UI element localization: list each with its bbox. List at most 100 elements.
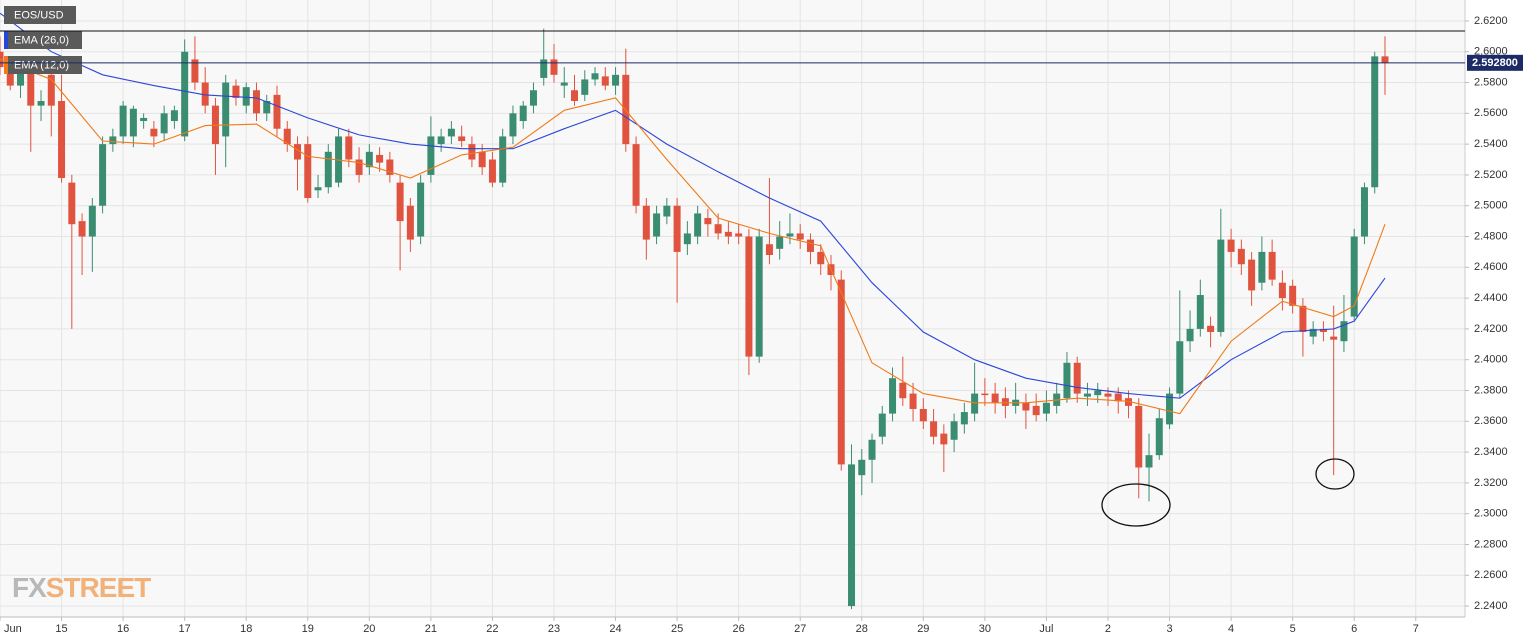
candle-body: [181, 51, 189, 137]
x-tick-label: 19: [302, 623, 314, 635]
candle-body: [273, 94, 281, 129]
candle-body: [868, 439, 876, 460]
x-tick-label: 21: [425, 623, 437, 635]
candle-body: [735, 233, 743, 237]
x-tick-label: 6: [1351, 623, 1357, 635]
candle-body: [499, 136, 507, 183]
candle-body: [1237, 248, 1245, 265]
candle-body: [950, 421, 958, 440]
x-tick-label: 29: [917, 623, 929, 635]
candle-body: [1125, 398, 1133, 406]
y-tick-label: 2.3400: [1474, 446, 1508, 458]
x-tick-label: 18: [240, 623, 252, 635]
candle-body: [1094, 390, 1102, 396]
candle-body: [1001, 398, 1009, 406]
x-tick-label: 4: [1228, 623, 1234, 635]
candle-body: [601, 76, 609, 86]
candle-body: [1176, 341, 1184, 394]
candle-body: [27, 70, 35, 106]
candle-body: [663, 205, 671, 217]
y-tick-label: 2.5800: [1474, 76, 1508, 88]
y-tick-label: 2.5400: [1474, 138, 1508, 150]
candle-body: [909, 393, 917, 409]
candle-body: [406, 205, 414, 240]
candle-body: [848, 464, 856, 607]
candle-body: [478, 151, 486, 168]
candle-body: [17, 70, 25, 86]
candle-body: [930, 421, 938, 437]
grid: [0, 0, 1465, 617]
candle-body: [1360, 187, 1368, 237]
candle-body: [1145, 455, 1153, 468]
candle-body: [1063, 362, 1071, 399]
candle-body: [560, 82, 568, 86]
candle-body: [335, 136, 343, 183]
x-tick-label: 24: [609, 623, 621, 635]
candle-body: [858, 459, 866, 476]
candle-body: [1166, 393, 1174, 425]
candle-body: [745, 236, 753, 357]
legend-swatch: [4, 56, 8, 74]
candle-body: [232, 85, 240, 98]
candle-body: [786, 233, 794, 237]
candle-body: [170, 110, 178, 122]
candle-body: [1340, 321, 1348, 342]
candle-body: [6, 67, 14, 86]
candle-body: [1381, 56, 1389, 63]
candle-body: [1032, 405, 1040, 416]
candle-body: [37, 101, 45, 106]
candle-body: [1258, 251, 1266, 283]
candle-body: [714, 224, 722, 234]
legend-entry: EMA (26,0): [14, 34, 69, 46]
candle-body: [427, 136, 435, 175]
candle-body: [191, 59, 199, 83]
y-tick-label: 2.3200: [1474, 477, 1508, 489]
candle-body: [1350, 236, 1358, 317]
y-tick-label: 2.6000: [1474, 46, 1508, 58]
y-tick-label: 2.2800: [1474, 538, 1508, 550]
x-tick-label: 5: [1290, 623, 1296, 635]
candle-body: [1196, 295, 1204, 329]
candle-body: [981, 393, 989, 396]
candle-body: [755, 236, 763, 357]
candle-body: [314, 187, 322, 191]
candle-body: [889, 378, 897, 414]
candle-body: [1022, 402, 1030, 411]
y-tick-label: 2.2600: [1474, 569, 1508, 581]
candle-body: [68, 182, 76, 225]
y-tick-label: 2.3000: [1474, 508, 1508, 520]
candle-body: [140, 117, 148, 122]
candle-body: [1114, 393, 1122, 402]
candle-body: [519, 105, 527, 122]
annotation-ellipse: [1315, 458, 1355, 490]
x-tick-label: 2: [1105, 623, 1111, 635]
x-tick-label: 15: [55, 623, 67, 635]
legend-box: [4, 6, 76, 24]
x-tick-label: 3: [1166, 623, 1172, 635]
candle-body: [129, 108, 137, 137]
candle-body: [222, 82, 230, 137]
legend-swatch: [4, 31, 8, 49]
y-tick-label: 2.4600: [1474, 261, 1508, 273]
marks: [0, 12, 1389, 610]
annotation-ellipse: [1101, 483, 1171, 527]
candle-body: [673, 205, 681, 252]
y-tick-label: 2.4400: [1474, 292, 1508, 304]
candle-body: [386, 159, 394, 175]
candle-body: [960, 412, 968, 425]
x-tick-label: 28: [856, 623, 868, 635]
candle-body: [488, 159, 496, 183]
y-tick-label: 2.5600: [1474, 107, 1508, 119]
candle-body: [642, 205, 650, 240]
x-tick-label: Jun: [4, 623, 22, 635]
candle-body: [571, 90, 579, 102]
candle-body: [940, 433, 948, 445]
ema-line: [0, 12, 1386, 399]
candle-body: [58, 101, 66, 179]
y-tick-label: 2.3800: [1474, 384, 1508, 396]
candle-body: [88, 205, 96, 237]
x-tick-label: Jul: [1039, 623, 1053, 635]
price-label-box: [1467, 54, 1523, 71]
watermark: FXSTREET: [12, 572, 151, 603]
